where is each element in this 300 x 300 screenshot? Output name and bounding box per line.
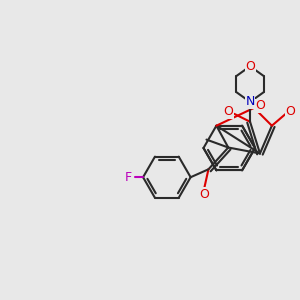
Text: F: F — [124, 171, 132, 184]
Text: O: O — [255, 99, 265, 112]
Text: N: N — [245, 95, 255, 108]
Text: O: O — [223, 105, 233, 118]
Text: O: O — [200, 188, 209, 201]
Text: N: N — [245, 95, 255, 108]
Text: O: O — [245, 60, 255, 73]
Text: O: O — [286, 105, 296, 118]
